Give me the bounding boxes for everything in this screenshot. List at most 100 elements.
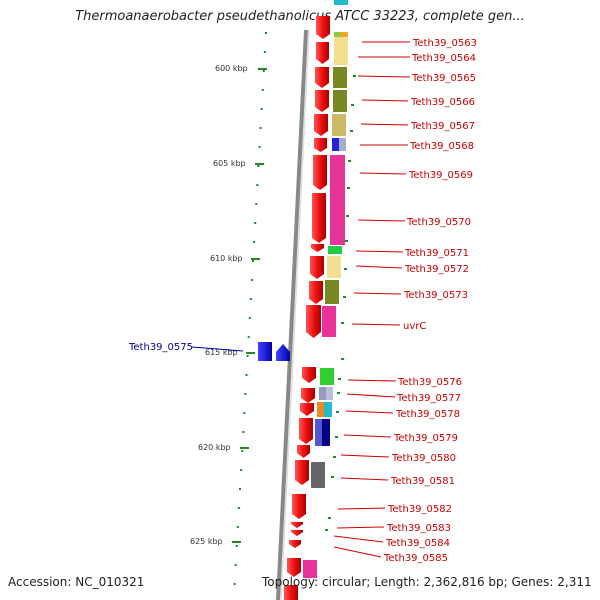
leader-line <box>333 546 382 558</box>
gene-label[interactable]: Teth39_0581 <box>390 476 455 487</box>
gene-arrow[interactable] <box>292 494 306 519</box>
outer-tick <box>341 322 344 324</box>
scale-minor-tick <box>250 279 253 281</box>
scale-minor-tick <box>255 203 258 205</box>
blue-genes <box>258 342 290 361</box>
scale-minor-tick <box>233 583 236 585</box>
gene-arrow[interactable] <box>312 193 326 243</box>
leader-line <box>346 393 396 398</box>
blue-gene-arrow[interactable] <box>276 344 290 361</box>
gene-arrow[interactable] <box>289 540 301 548</box>
gene-label[interactable]: Teth39_0584 <box>385 538 450 549</box>
function-bands <box>303 0 348 578</box>
cog-band <box>339 138 346 151</box>
gene-arrow[interactable] <box>301 388 315 403</box>
gene-label[interactable]: Teth39_0571 <box>404 248 469 259</box>
gene-arrow[interactable] <box>287 558 301 577</box>
scale-minor-tick <box>234 564 237 566</box>
gene-arrow[interactable] <box>316 16 330 39</box>
leader-line <box>360 123 409 126</box>
scale-minor-tick <box>243 412 246 414</box>
gene-label[interactable]: Teth39_0579 <box>393 433 458 444</box>
scale-minor-tick <box>237 507 240 509</box>
gene-arrows <box>284 16 330 600</box>
blue-gene-block[interactable] <box>258 342 272 361</box>
scale-minor-tick <box>263 51 266 53</box>
outer-tick <box>353 75 356 77</box>
gene-label[interactable]: Teth39_0563 <box>412 38 477 49</box>
leader-line <box>361 99 409 102</box>
cog-band <box>334 37 348 65</box>
topology-text: Topology: circular; Length: 2,362,816 bp… <box>262 575 592 589</box>
gene-label[interactable]: Teth39_0569 <box>408 170 473 181</box>
scale-ticks <box>233 32 267 585</box>
gene-arrow[interactable] <box>306 305 321 338</box>
cog-band <box>303 560 317 578</box>
gene-label[interactable]: Teth39_0577 <box>396 393 461 404</box>
gene-arrow[interactable] <box>309 281 323 304</box>
gene-arrow[interactable] <box>310 256 324 279</box>
gene-label[interactable]: Teth39_0565 <box>411 73 476 84</box>
scale-minor-tick <box>259 127 262 129</box>
gene-arrow[interactable] <box>300 403 314 416</box>
gene-arrow[interactable] <box>311 244 324 252</box>
scale-minor-tick <box>257 165 260 167</box>
leader-line <box>336 526 385 529</box>
scale-label-610: 610 kbp <box>210 254 243 263</box>
gene-arrow[interactable] <box>297 445 310 458</box>
leader-line <box>347 379 397 382</box>
gene-arrow[interactable] <box>291 530 303 536</box>
gene-label[interactable]: Teth39_0582 <box>387 504 452 515</box>
gene-arrow[interactable] <box>284 585 298 600</box>
leader-line <box>357 219 406 222</box>
gene-arrow[interactable] <box>315 67 329 88</box>
gene-label[interactable]: Teth39_0580 <box>391 453 456 464</box>
scale-label-605: 605 kbp <box>213 159 246 168</box>
gene-label-blue[interactable]: Teth39_0575 <box>128 342 193 353</box>
scale-major-tick <box>258 68 267 70</box>
cog-band <box>340 32 348 37</box>
genome-backbone-highlight <box>280 29 310 600</box>
gene-arrow[interactable] <box>313 155 327 190</box>
leader-line <box>359 172 407 175</box>
scale-minor-tick <box>247 336 250 338</box>
gene-arrow[interactable] <box>314 138 327 152</box>
scale-major-tick <box>240 447 249 449</box>
gene-arrow[interactable] <box>315 90 329 112</box>
gene-label[interactable]: Teth39_0583 <box>386 523 451 534</box>
leader-line <box>337 507 386 510</box>
cog-band <box>332 138 339 151</box>
gene-label[interactable]: Teth39_0576 <box>397 377 462 388</box>
outer-tick <box>341 358 344 360</box>
outer-tick <box>325 529 328 531</box>
outer-tick <box>338 378 341 380</box>
cog-band <box>317 402 324 417</box>
gene-label[interactable]: Teth39_0572 <box>404 264 469 275</box>
gene-label[interactable]: Teth39_0573 <box>403 290 468 301</box>
gene-label[interactable]: Teth39_0567 <box>410 121 475 132</box>
gene-label[interactable]: Teth39_0570 <box>406 217 471 228</box>
gene-label[interactable]: uvrC <box>403 321 426 332</box>
cog-band <box>333 90 347 112</box>
gene-arrow[interactable] <box>316 42 329 64</box>
gene-label[interactable]: Teth39_0578 <box>395 409 460 420</box>
cog-band <box>334 32 340 37</box>
leader-line <box>340 454 390 458</box>
cog-band <box>326 387 333 400</box>
cog-band <box>327 256 341 278</box>
outer-tick <box>328 517 331 519</box>
gene-arrow[interactable] <box>295 460 309 485</box>
gene-arrow[interactable] <box>302 367 316 383</box>
gene-arrow[interactable] <box>299 418 313 444</box>
gene-label[interactable]: Teth39_0564 <box>411 53 476 64</box>
outer-tick <box>337 392 340 394</box>
cog-band <box>324 402 332 417</box>
gene-label[interactable]: Teth39_0585 <box>383 553 448 564</box>
gene-label[interactable]: Teth39_0566 <box>410 97 475 108</box>
gene-arrow[interactable] <box>314 114 328 136</box>
outer-tick <box>351 104 354 106</box>
gene-arrow[interactable] <box>291 522 303 528</box>
scale-label-615: 615 kbp <box>205 348 238 357</box>
scale-minor-tick <box>261 89 264 91</box>
gene-label[interactable]: Teth39_0568 <box>409 141 474 152</box>
